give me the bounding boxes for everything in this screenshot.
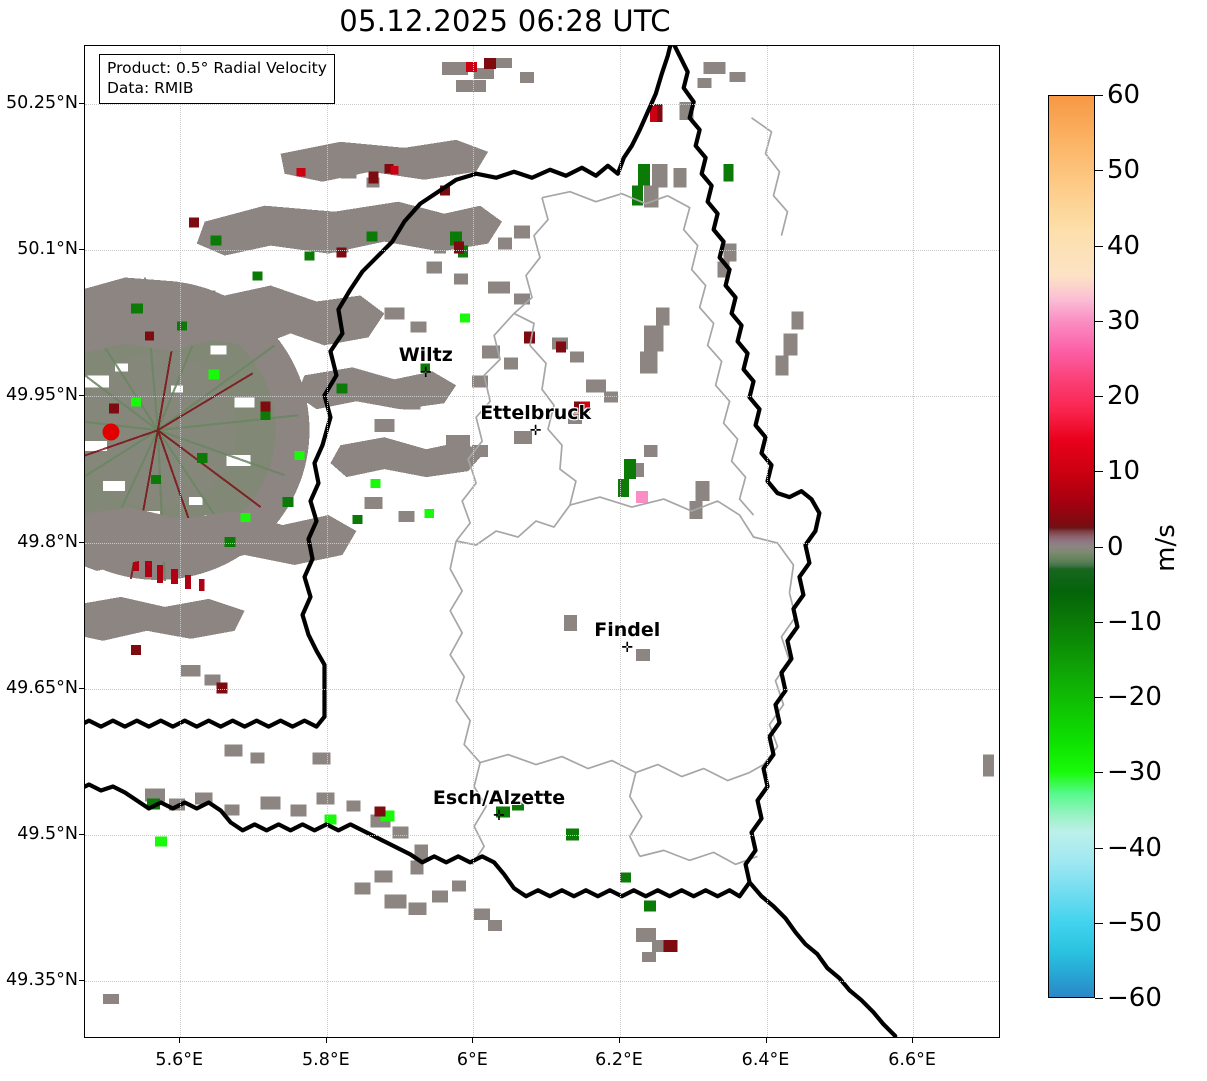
longitude-tick-mark xyxy=(325,1038,327,1043)
gridline-vertical xyxy=(619,46,621,1037)
longitude-axis: 5.6°E 5.8°E 6°E 6.2°E 6.4°E 6.6°E xyxy=(84,1038,1000,1081)
page-title: 05.12.2025 06:28 UTC xyxy=(339,4,671,38)
city-name: Wiltz xyxy=(398,343,453,366)
latitude-tick-label: 49.95°N xyxy=(6,385,78,406)
colorbar-tick-mark xyxy=(1095,546,1103,548)
map-vector-layer xyxy=(85,46,995,1037)
city-label-esch-alzette: Esch/Alzette ✛ xyxy=(432,786,566,824)
colorbar-tick-label: 0 xyxy=(1107,531,1124,562)
colorbar-gradient xyxy=(1049,96,1094,997)
colorbar-tick-mark xyxy=(1095,847,1103,849)
longitude-tick-label: 6.2°E xyxy=(595,1050,643,1070)
colorbar-tick-label: −50 xyxy=(1107,907,1162,938)
data-source-line: Data: RMIB xyxy=(107,79,194,98)
latitude-tick-mark xyxy=(79,541,84,543)
product-info-box: Product: 0.5° Radial Velocity Data: RMIB xyxy=(99,54,335,104)
radar-echo-layer xyxy=(85,57,995,1005)
city-name: Ettelbruck xyxy=(480,402,592,425)
longitude-tick-mark xyxy=(472,1038,474,1043)
colorbar-tick-label: −20 xyxy=(1107,682,1162,712)
gridline-horizontal xyxy=(85,834,999,836)
longitude-tick-mark xyxy=(618,1038,620,1043)
gridline-horizontal xyxy=(85,396,999,398)
gridline-vertical xyxy=(766,46,768,1037)
longitude-tick-label: 5.6°E xyxy=(155,1050,204,1070)
product-line: Product: 0.5° Radial Velocity xyxy=(107,59,327,77)
colorbar-tick-label: 60 xyxy=(1107,80,1141,110)
latitude-tick-mark xyxy=(79,249,84,251)
city-name: Findel xyxy=(594,619,661,642)
longitude-tick-mark xyxy=(912,1038,914,1043)
colorbar-tick-mark xyxy=(1095,621,1103,623)
latitude-tick-label: 50.1°N xyxy=(17,239,78,260)
colorbar-tick-label: −30 xyxy=(1107,757,1162,788)
city-marker-icon: ✛ xyxy=(493,807,505,824)
city-label-ettelbruck: Ettelbruck ✛ xyxy=(480,402,592,440)
colorbar-tick-mark xyxy=(1095,95,1103,96)
longitude-tick-mark xyxy=(765,1038,767,1043)
gridline-horizontal xyxy=(85,980,999,982)
city-name: Esch/Alzette xyxy=(432,786,566,809)
gridline-vertical xyxy=(913,46,915,1037)
colorbar-unit-label: m/s xyxy=(1151,524,1181,572)
longitude-tick-label: 5.8°E xyxy=(301,1050,350,1070)
latitude-tick-mark xyxy=(79,687,84,689)
colorbar-tick-label: −40 xyxy=(1107,832,1162,863)
gridline-horizontal xyxy=(85,688,999,690)
city-label-wiltz: Wiltz ✛ xyxy=(398,343,453,381)
longitude-tick-label: 6°E xyxy=(456,1050,488,1070)
gridline-vertical xyxy=(326,46,328,1037)
latitude-tick-label: 49.8°N xyxy=(17,531,78,552)
colorbar-tick-label: −10 xyxy=(1107,606,1162,637)
colorbar-tick-mark xyxy=(1095,170,1103,172)
colorbar-tick-label: 20 xyxy=(1107,381,1141,411)
longitude-tick-label: 6.4°E xyxy=(741,1050,790,1070)
colorbar-tick-label: −60 xyxy=(1107,983,1162,1013)
latitude-tick-mark xyxy=(79,103,84,105)
gridline-vertical xyxy=(180,46,182,1037)
latitude-tick-label: 49.35°N xyxy=(6,969,78,990)
colorbar-tick-mark xyxy=(1095,320,1103,322)
colorbar-tick-mark xyxy=(1095,922,1103,924)
colorbar-tick-label: 30 xyxy=(1107,305,1141,336)
gridline-horizontal xyxy=(85,542,999,544)
latitude-tick-mark xyxy=(79,833,84,835)
city-marker-icon: ✛ xyxy=(621,640,634,657)
latitude-tick-mark xyxy=(79,395,84,397)
colorbar-tick-mark xyxy=(1095,697,1103,698)
colorbar-tick-mark xyxy=(1095,772,1103,774)
city-marker-icon: ✛ xyxy=(529,423,542,440)
city-marker-icon: ✛ xyxy=(419,364,432,381)
colorbar-tick-mark xyxy=(1095,396,1103,397)
gridline-horizontal xyxy=(85,104,999,106)
latitude-tick-label: 50.25°N xyxy=(6,93,78,114)
city-label-findel: Findel ✛ xyxy=(594,619,661,657)
latitude-tick-label: 49.5°N xyxy=(17,823,78,844)
latitude-tick-label: 49.65°N xyxy=(6,677,78,698)
radar-site-marker xyxy=(102,423,120,441)
colorbar-tick-mark xyxy=(1095,471,1103,473)
gridline-vertical xyxy=(473,46,475,1037)
colorbar-tick-label: 10 xyxy=(1107,456,1141,487)
longitude-tick-mark xyxy=(179,1038,181,1043)
colorbar-tick-label: 50 xyxy=(1107,155,1141,186)
longitude-tick-label: 6.6°E xyxy=(888,1050,936,1070)
radar-map[interactable]: Wiltz ✛ Ettelbruck ✛ Findel ✛ Esch/Alzette ✛ Pr… xyxy=(84,45,1000,1038)
latitude-axis: 50.25°N 50.1°N 49.95°N 49.8°N 49.65°N 49.5°N 4… xyxy=(0,45,84,1038)
colorbar-tick-mark xyxy=(1095,998,1103,999)
latitude-tick-mark xyxy=(79,979,84,981)
map-clip: Wiltz ✛ Ettelbruck ✛ Findel ✛ Esch/Alzette ✛ Pr… xyxy=(85,46,999,1037)
colorbar-tick-mark xyxy=(1095,245,1103,247)
colorbar-tick-label: 40 xyxy=(1107,230,1141,261)
gridline-horizontal xyxy=(85,250,999,252)
colorbar[interactable] xyxy=(1048,95,1095,998)
